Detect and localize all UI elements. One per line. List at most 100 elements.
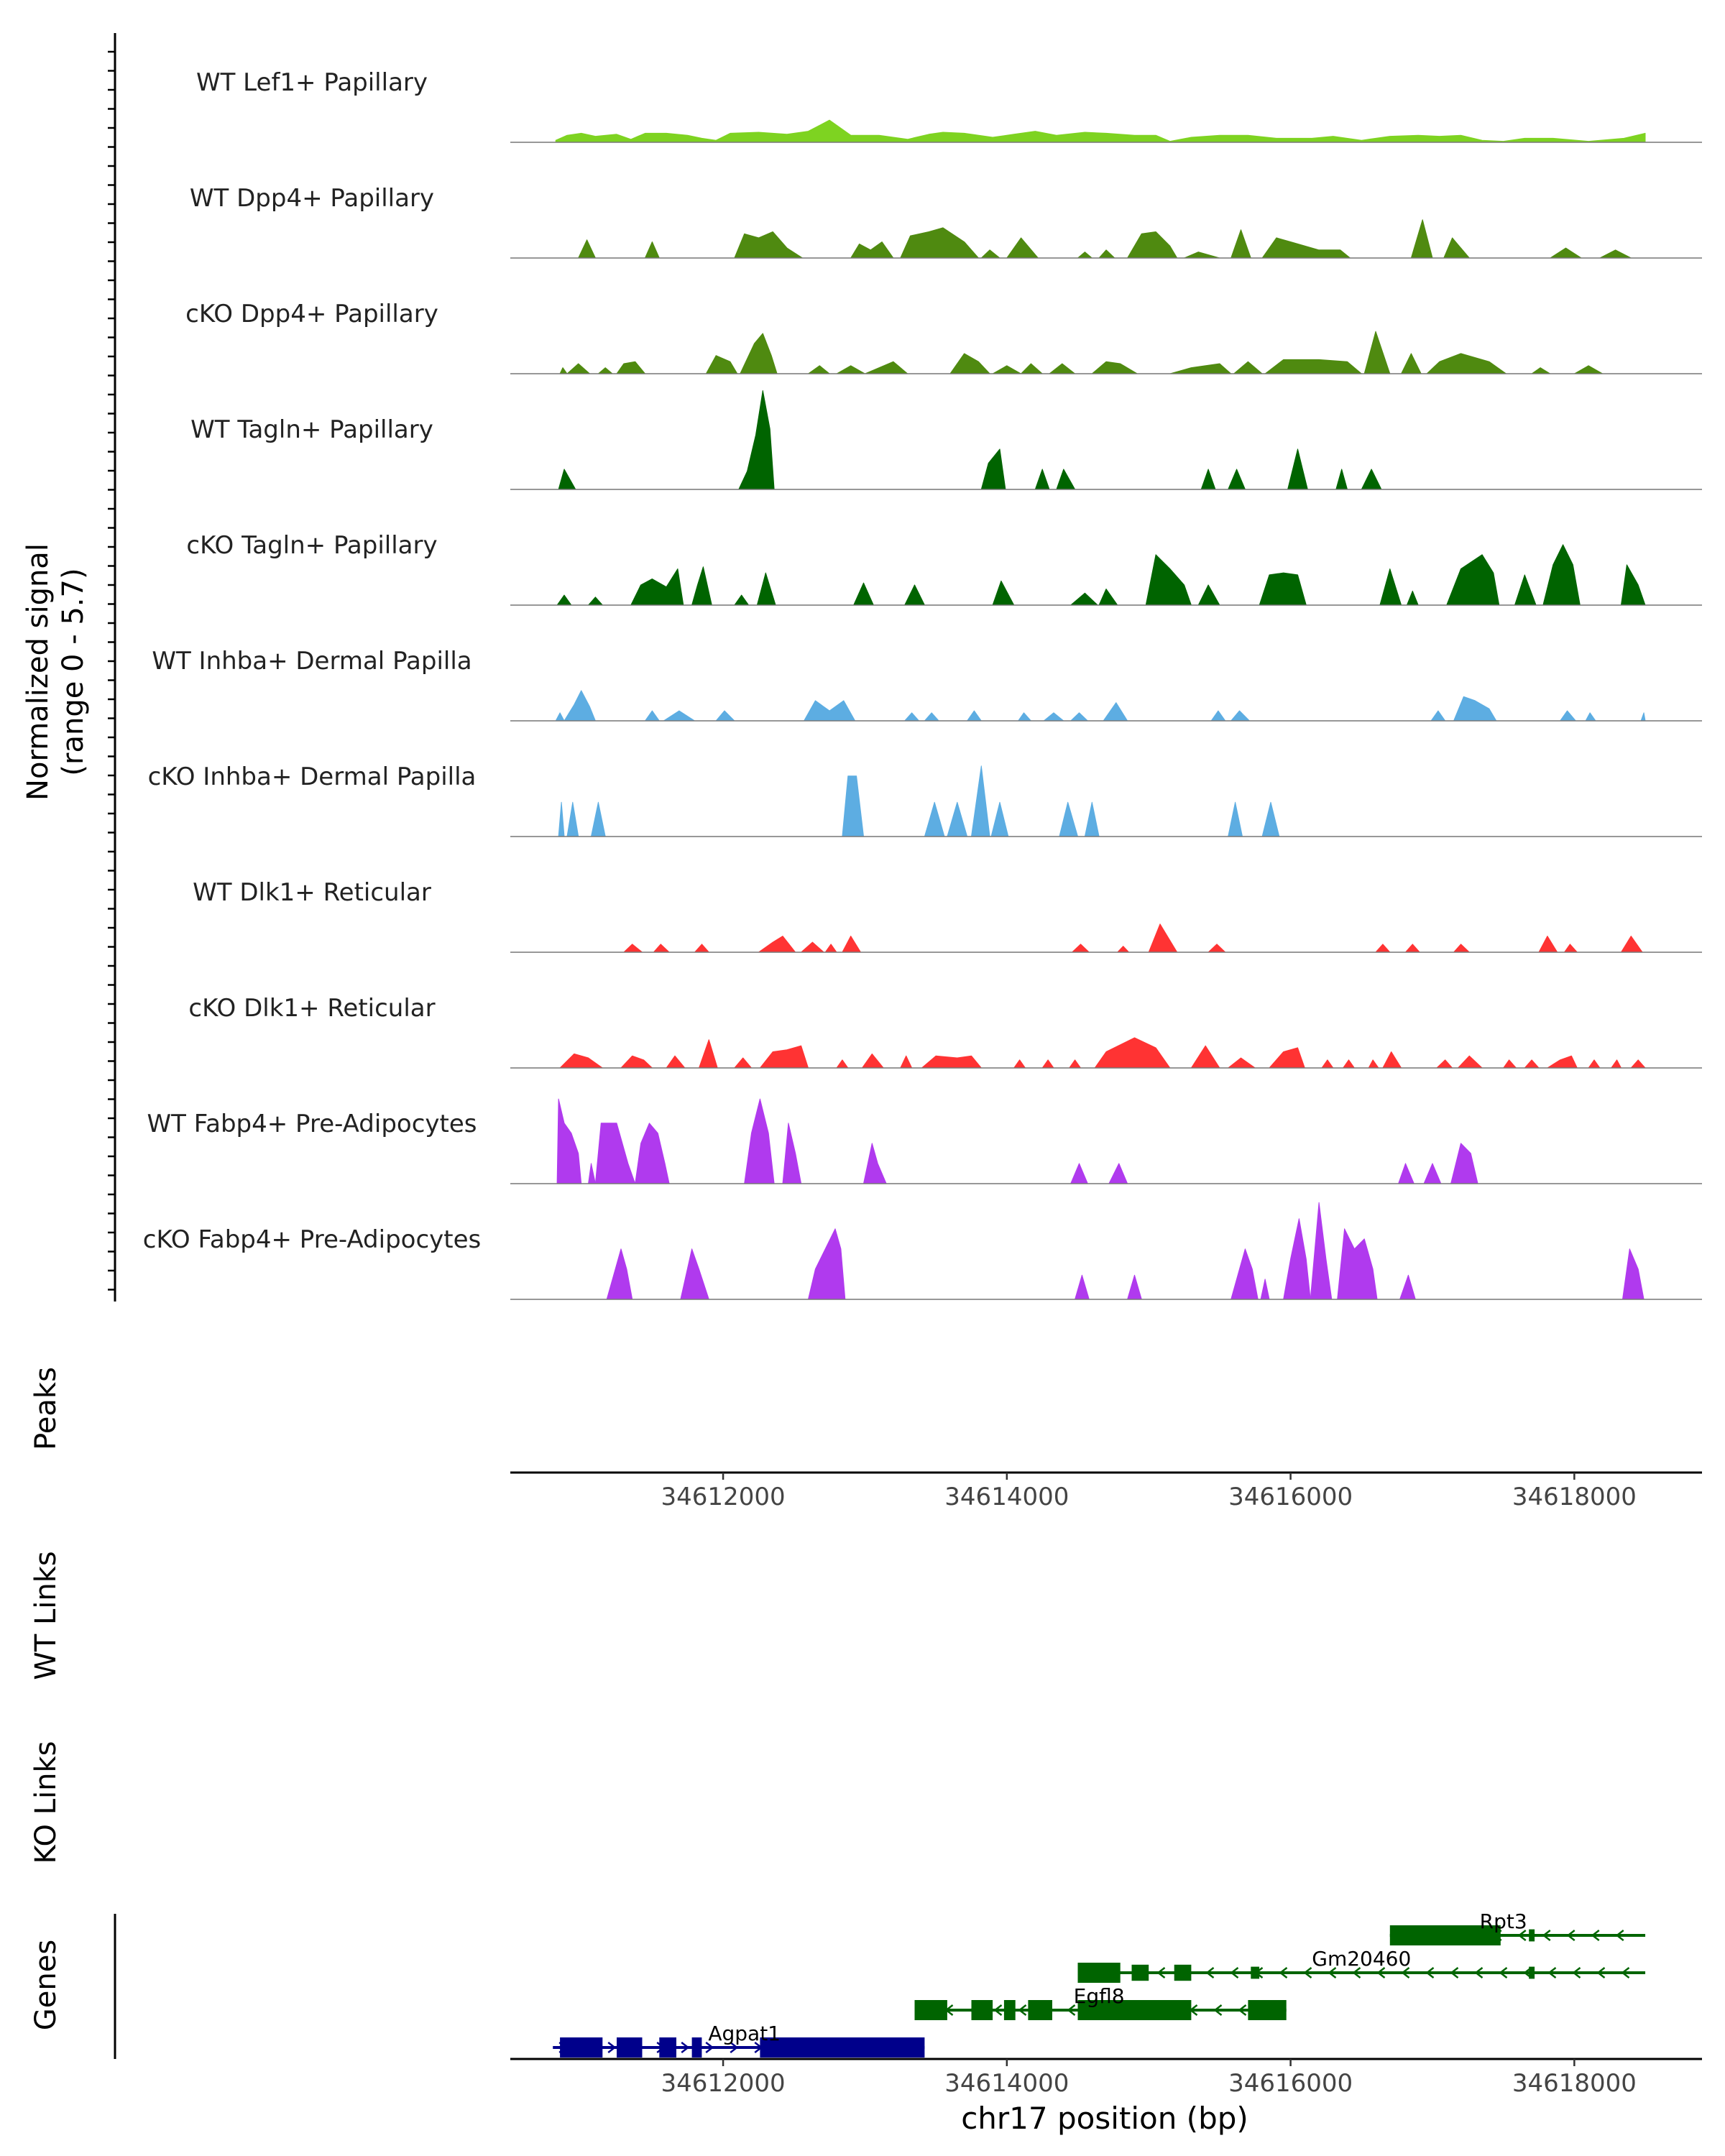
track-2: cKO Dpp4+ Papillary bbox=[185, 300, 1702, 374]
wt-links-panel-label: WT Links bbox=[29, 1551, 63, 1680]
exon-block bbox=[617, 2037, 643, 2058]
strand-arrow bbox=[1067, 2004, 1076, 2016]
exon-block bbox=[1077, 2000, 1192, 2020]
x-axis-ticks-bottom: 34612000 34614000 34616000 34618000 bbox=[661, 2059, 1637, 2098]
gene-label: Egfl8 bbox=[1074, 1984, 1125, 2008]
strand-arrow bbox=[1401, 1967, 1410, 1978]
strand-arrow bbox=[1450, 1967, 1459, 1978]
track-4: cKO Tagln+ Papillary bbox=[186, 531, 1702, 606]
strand-arrow bbox=[1425, 1967, 1435, 1978]
strand-arrow bbox=[1547, 1967, 1557, 1978]
strand-arrow bbox=[1499, 1967, 1508, 1978]
gene-label: Rpt3 bbox=[1480, 1909, 1527, 1933]
strand-arrow bbox=[1303, 1967, 1312, 1978]
genes-panel-label: Genes bbox=[29, 1940, 63, 2030]
ko-links-panel-label: KO Links bbox=[29, 1741, 63, 1864]
x-tick-label: 34618000 bbox=[1512, 1483, 1637, 1511]
gene-rpt3: Rpt3 bbox=[1389, 1909, 1646, 1945]
gene-gm20460: Gm20460 bbox=[1077, 1947, 1646, 1983]
track-label: WT Tagln+ Papillary bbox=[190, 415, 433, 444]
track-label: WT Fabp4+ Pre-Adipocytes bbox=[147, 1110, 477, 1138]
x-tick-label: 34614000 bbox=[944, 1483, 1069, 1511]
track-6: cKO Inhba+ Dermal Papilla bbox=[148, 763, 1702, 837]
strand-arrow bbox=[1621, 1967, 1630, 1978]
strand-arrow bbox=[1615, 1930, 1624, 1941]
gene-label: Agpat1 bbox=[708, 2022, 781, 2045]
track-5: WT Inhba+ Dermal Papilla bbox=[152, 647, 1702, 722]
strand-arrow bbox=[1156, 1967, 1166, 1978]
exon-block bbox=[971, 2000, 993, 2020]
y-axis-ticks bbox=[108, 50, 115, 1291]
track-10: cKO Fabp4+ Pre-Adipocytes bbox=[143, 1202, 1702, 1300]
track-7: WT Dlk1+ Reticular bbox=[193, 878, 1702, 953]
strand-arrow bbox=[607, 2042, 617, 2053]
strand-arrow bbox=[1328, 1967, 1337, 1978]
exon-block bbox=[1174, 1964, 1192, 1981]
track-label: WT Lef1+ Papillary bbox=[196, 68, 428, 97]
strand-arrow bbox=[1517, 1930, 1527, 1941]
x-tick-label: 34616000 bbox=[1228, 1483, 1353, 1511]
strand-arrow bbox=[1238, 2004, 1247, 2016]
strand-arrow bbox=[1572, 1967, 1581, 1978]
strand-arrow bbox=[1018, 2004, 1027, 2016]
exon-block bbox=[1389, 1925, 1501, 1945]
strand-arrow bbox=[993, 2004, 1003, 2016]
strand-arrow bbox=[1352, 1967, 1361, 1978]
exon-block bbox=[1131, 1964, 1149, 1981]
strand-arrow bbox=[1205, 1967, 1215, 1978]
x-tick-label: 34614000 bbox=[944, 2069, 1069, 2098]
exon-block bbox=[1529, 1966, 1535, 1979]
x-tick-label: 34612000 bbox=[661, 2069, 786, 2098]
gene-egfl8: Egfl8 bbox=[914, 1984, 1287, 2020]
track-0: WT Lef1+ Papillary bbox=[196, 68, 1702, 143]
track-label: cKO Dpp4+ Papillary bbox=[185, 300, 438, 328]
track-label: cKO Fabp4+ Pre-Adipocytes bbox=[143, 1225, 482, 1254]
track-label: cKO Tagln+ Papillary bbox=[186, 531, 437, 560]
exon-block bbox=[1028, 2000, 1052, 2020]
track-label: WT Dlk1+ Reticular bbox=[193, 878, 431, 907]
exon-block bbox=[914, 2000, 947, 2020]
track-3: WT Tagln+ Papillary bbox=[190, 390, 1702, 490]
y-axis-label: Normalized signal bbox=[22, 543, 55, 801]
gene-annotations: Rpt3 Gm20460 Egfl8 Agpat1 bbox=[553, 1909, 1646, 2058]
x-axis-label: chr17 position (bp) bbox=[961, 2101, 1248, 2136]
strand-arrow bbox=[730, 2042, 739, 2053]
track-8: cKO Dlk1+ Reticular bbox=[188, 994, 1702, 1069]
strand-arrow bbox=[1474, 1967, 1484, 1978]
track-label: WT Dpp4+ Papillary bbox=[190, 184, 434, 213]
gene-label: Gm20460 bbox=[1312, 1947, 1411, 1971]
x-tick-label: 34618000 bbox=[1512, 2069, 1637, 2098]
exon-block bbox=[560, 2037, 603, 2058]
strand-arrow bbox=[705, 2042, 714, 2053]
track-label: WT Inhba+ Dermal Papilla bbox=[152, 647, 472, 676]
y-axis-label-range: (range 0 - 5.7) bbox=[57, 568, 90, 775]
exon-block bbox=[691, 2037, 702, 2058]
peaks-panel: Peaks 34612000 34614000 34616000 34618000 bbox=[29, 1367, 1702, 1511]
track-label: cKO Inhba+ Dermal Papilla bbox=[148, 763, 477, 791]
exon-block bbox=[659, 2037, 676, 2058]
strand-arrow bbox=[1279, 1967, 1288, 1978]
strand-arrow bbox=[1591, 1930, 1600, 1941]
strand-arrow bbox=[1376, 1967, 1386, 1978]
strand-arrow bbox=[1542, 1930, 1551, 1941]
coverage-tracks: WT Lef1+ Papillary WT Dpp4+ Papillary cKO … bbox=[143, 68, 1702, 1300]
strand-arrow bbox=[1213, 2004, 1223, 2016]
gene-agpat1: Agpat1 bbox=[553, 2022, 925, 2058]
exon-block bbox=[1003, 2000, 1016, 2020]
exon-block bbox=[1077, 1963, 1121, 1983]
coverage-area bbox=[555, 119, 1646, 143]
strand-arrow bbox=[1596, 1967, 1606, 1978]
track-9: WT Fabp4+ Pre-Adipocytes bbox=[147, 1098, 1702, 1184]
exon-block bbox=[1251, 1966, 1260, 1979]
exon-block bbox=[760, 2037, 925, 2058]
x-tick-label: 34612000 bbox=[661, 1483, 786, 1511]
x-tick-label: 34616000 bbox=[1228, 2069, 1353, 2098]
strand-arrow bbox=[1230, 1967, 1239, 1978]
strand-arrow bbox=[681, 2042, 690, 2053]
exon-block bbox=[1529, 1929, 1535, 1942]
track-1: WT Dpp4+ Papillary bbox=[190, 184, 1702, 259]
x-axis-ticks-top: 34612000 34614000 34616000 34618000 bbox=[661, 1473, 1637, 1511]
